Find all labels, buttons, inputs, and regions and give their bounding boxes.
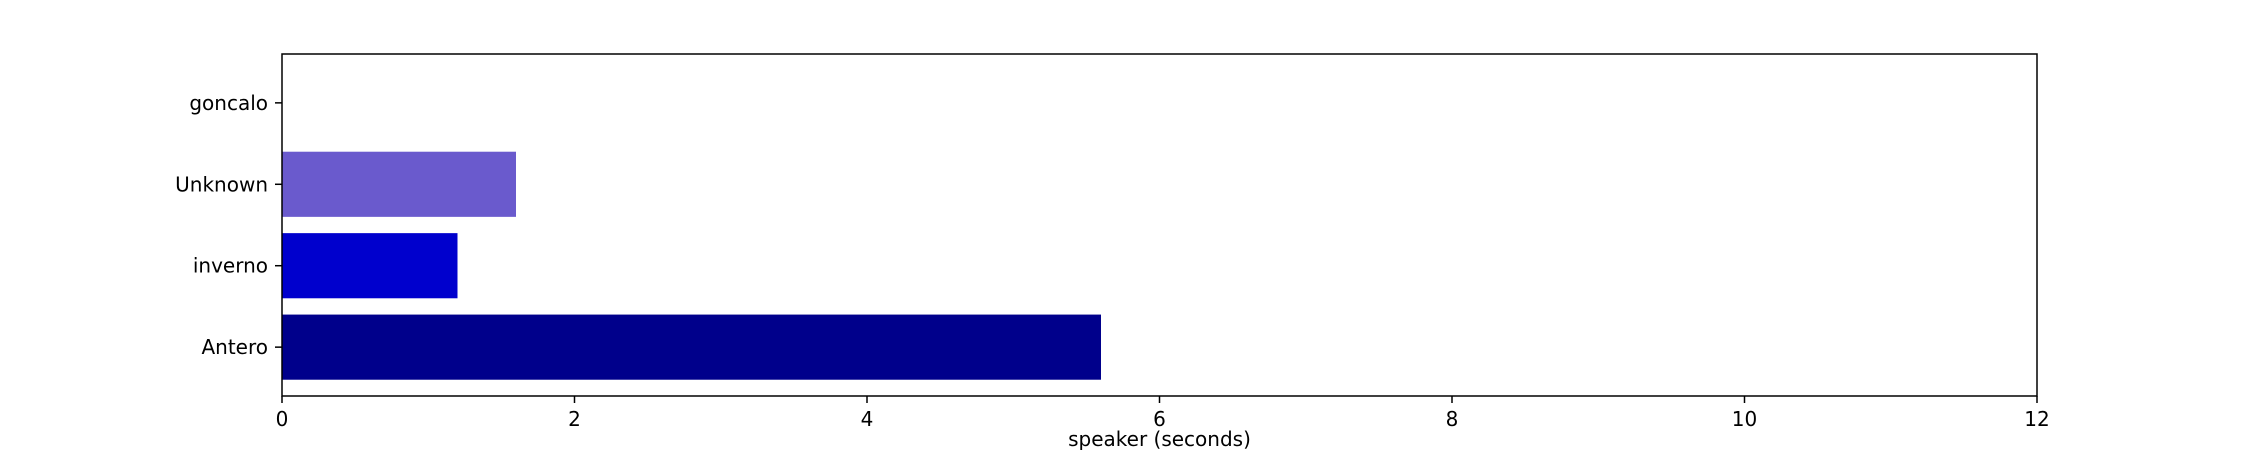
x-axis-label: speaker (seconds) [1068, 427, 1251, 450]
bars-group [282, 151, 1101, 380]
bar-unknown [282, 151, 516, 217]
y-tick-label: goncalo [189, 91, 268, 115]
y-tick-label: Antero [201, 335, 268, 359]
x-tick-label: 10 [1732, 407, 1757, 431]
x-tick-label: 4 [861, 407, 874, 431]
bar-antero [282, 314, 1101, 380]
x-tick-label: 0 [276, 407, 289, 431]
x-axis-ticks: 0 2 4 6 8 10 12 [276, 396, 2050, 431]
y-axis-ticks: Antero inverno Unknown goncalo [175, 91, 282, 359]
y-tick-label: inverno [193, 254, 268, 278]
x-tick-label: 12 [2024, 407, 2049, 431]
x-tick-label: 2 [568, 407, 581, 431]
x-tick-label: 6 [1153, 407, 1166, 431]
y-tick-label: Unknown [175, 172, 268, 196]
bar-inverno [282, 233, 458, 299]
x-tick-label: 8 [1446, 407, 1459, 431]
